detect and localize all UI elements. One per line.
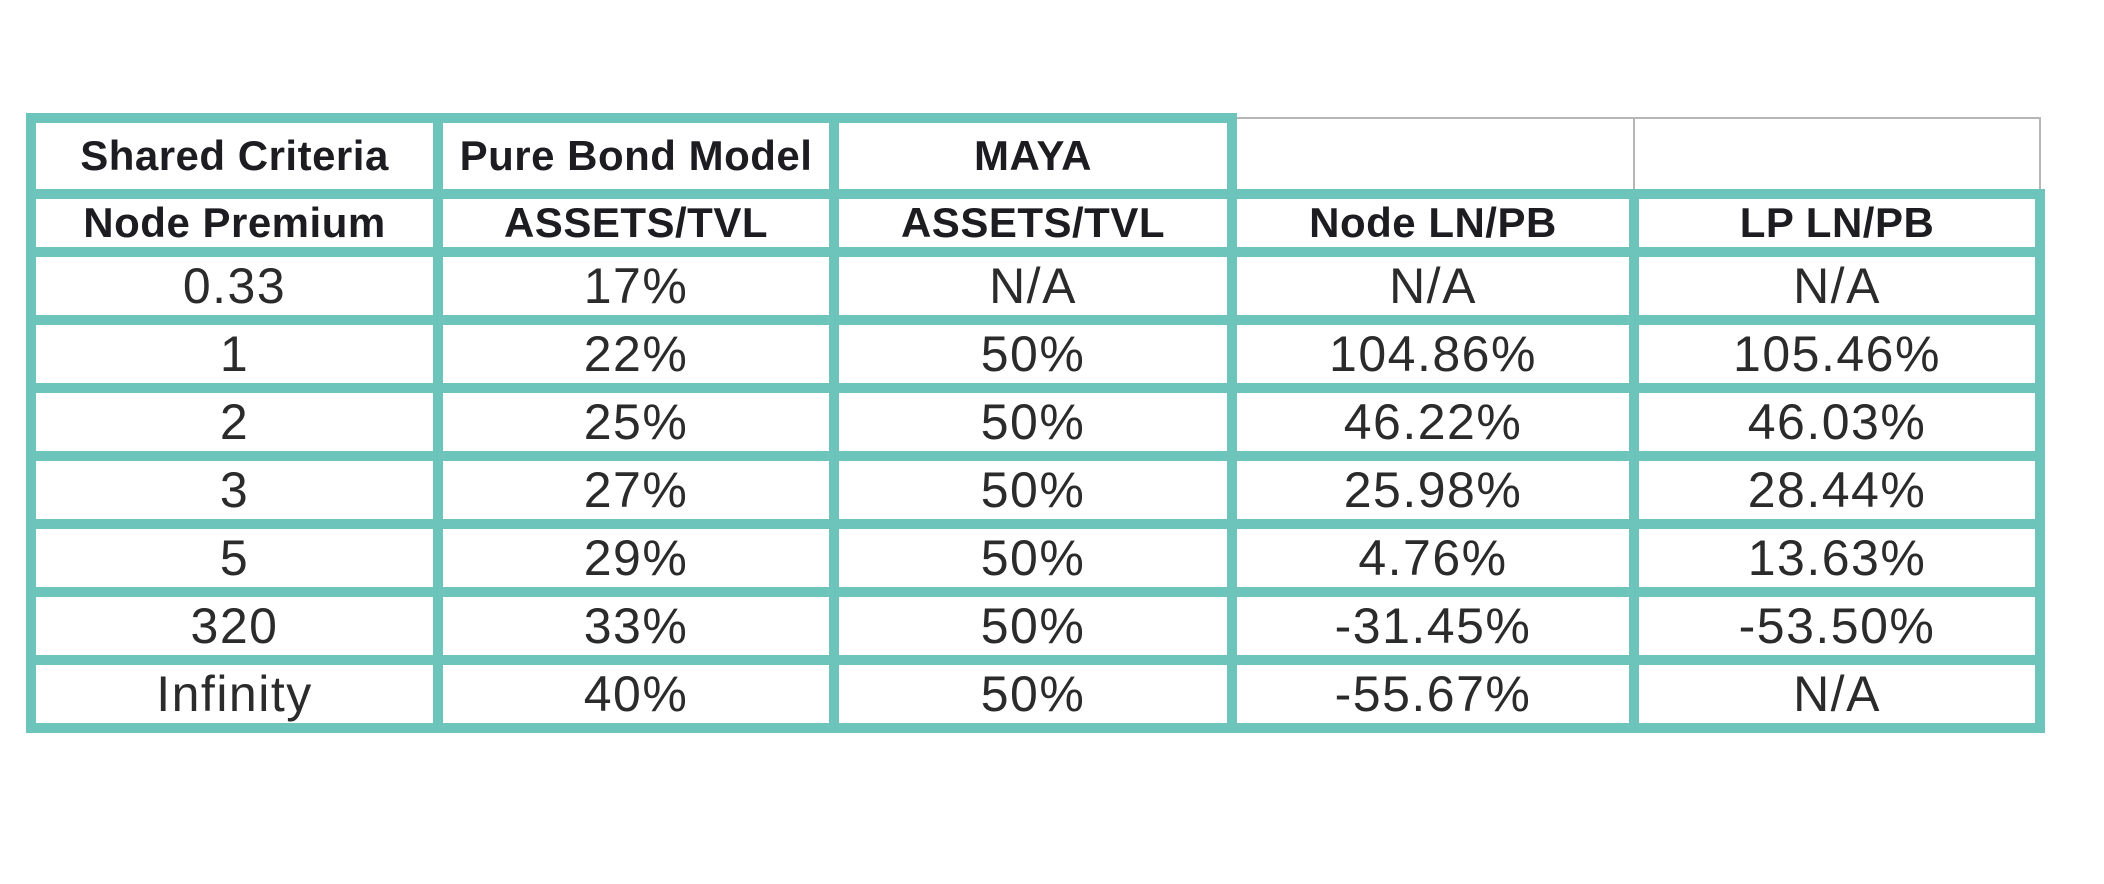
table-cell: 50% — [829, 655, 1237, 733]
table-cell: 104.86% — [1227, 315, 1639, 393]
table-cell: Infinity — [26, 655, 443, 733]
table-cell: 25% — [433, 383, 839, 461]
group-header-empty-2 — [1633, 117, 2041, 195]
table-cell: N/A — [1629, 655, 2045, 733]
column-header-row: Node Premium ASSETS/TVL ASSETS/TVL Node … — [26, 189, 2045, 257]
group-header-pure-bond-model: Pure Bond Model — [433, 113, 839, 199]
column-header-node-premium: Node Premium — [26, 189, 443, 257]
table-cell: 13.63% — [1629, 519, 2045, 597]
group-header-maya: MAYA — [829, 113, 1237, 199]
table-cell: -53.50% — [1629, 587, 2045, 665]
table-cell: 28.44% — [1629, 451, 2045, 529]
table-cell: 1 — [26, 315, 443, 393]
column-header-lp-ln-pb: LP LN/PB — [1629, 189, 2045, 257]
table-cell: 0.33 — [26, 247, 443, 325]
table-row: 2 25% 50% 46.22% 46.03% — [26, 383, 2045, 461]
column-header-assets-tvl-bond: ASSETS/TVL — [433, 189, 839, 257]
table-cell: N/A — [1629, 247, 2045, 325]
table-cell: 4.76% — [1227, 519, 1639, 597]
table-cell: 50% — [829, 383, 1237, 461]
table-cell: 105.46% — [1629, 315, 2045, 393]
table-cell: 29% — [433, 519, 839, 597]
column-header-node-ln-pb: Node LN/PB — [1227, 189, 1639, 257]
table-cell: 50% — [829, 315, 1237, 393]
table-cell: 40% — [433, 655, 839, 733]
table-cell: 50% — [829, 451, 1237, 529]
table-cell: 17% — [433, 247, 839, 325]
table-cell: 3 — [26, 451, 443, 529]
table-row: 1 22% 50% 104.86% 105.46% — [26, 315, 2045, 393]
group-header-empty-1 — [1231, 117, 1635, 195]
table-cell: -31.45% — [1227, 587, 1639, 665]
table-cell: 50% — [829, 587, 1237, 665]
table-cell: 50% — [829, 519, 1237, 597]
table-cell: 27% — [433, 451, 839, 529]
table-cell: 25.98% — [1227, 451, 1639, 529]
comparison-table: Shared Criteria Pure Bond Model MAYA Nod… — [26, 113, 2045, 733]
table-row: Infinity 40% 50% -55.67% N/A — [26, 655, 2045, 733]
group-header-row: Shared Criteria Pure Bond Model MAYA — [26, 113, 2041, 199]
table-cell: 33% — [433, 587, 839, 665]
table-cell: 2 — [26, 383, 443, 461]
table-cell: 22% — [433, 315, 839, 393]
table-row: 5 29% 50% 4.76% 13.63% — [26, 519, 2045, 597]
table-row: 0.33 17% N/A N/A N/A — [26, 247, 2045, 325]
table-cell: -55.67% — [1227, 655, 1639, 733]
table-cell: 5 — [26, 519, 443, 597]
table-cell: 46.03% — [1629, 383, 2045, 461]
table-cell: N/A — [829, 247, 1237, 325]
table-cell: 320 — [26, 587, 443, 665]
group-header-shared-criteria: Shared Criteria — [26, 113, 443, 199]
comparison-table-container: Shared Criteria Pure Bond Model MAYA Nod… — [26, 113, 2045, 733]
table-cell: 46.22% — [1227, 383, 1639, 461]
column-header-assets-tvl-maya: ASSETS/TVL — [829, 189, 1237, 257]
table-row: 320 33% 50% -31.45% -53.50% — [26, 587, 2045, 665]
table-row: 3 27% 50% 25.98% 28.44% — [26, 451, 2045, 529]
table-cell: N/A — [1227, 247, 1639, 325]
